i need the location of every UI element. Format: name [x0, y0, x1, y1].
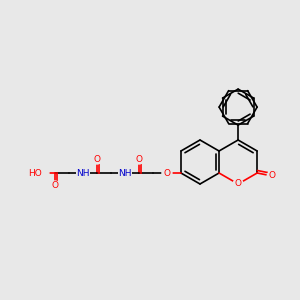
Circle shape: [35, 166, 49, 180]
Text: O: O: [51, 182, 58, 190]
Text: O: O: [135, 154, 142, 164]
Text: O: O: [93, 154, 100, 164]
Text: O: O: [269, 172, 276, 181]
Circle shape: [233, 179, 243, 189]
Text: NH: NH: [118, 169, 132, 178]
Circle shape: [267, 171, 277, 181]
Circle shape: [119, 167, 131, 179]
Circle shape: [77, 167, 89, 179]
Circle shape: [92, 154, 102, 164]
Text: O: O: [235, 179, 242, 188]
Circle shape: [134, 154, 144, 164]
Circle shape: [50, 181, 60, 191]
Text: O: O: [164, 169, 170, 178]
Circle shape: [162, 168, 172, 178]
Text: HO: HO: [28, 169, 42, 178]
Text: NH: NH: [76, 169, 90, 178]
